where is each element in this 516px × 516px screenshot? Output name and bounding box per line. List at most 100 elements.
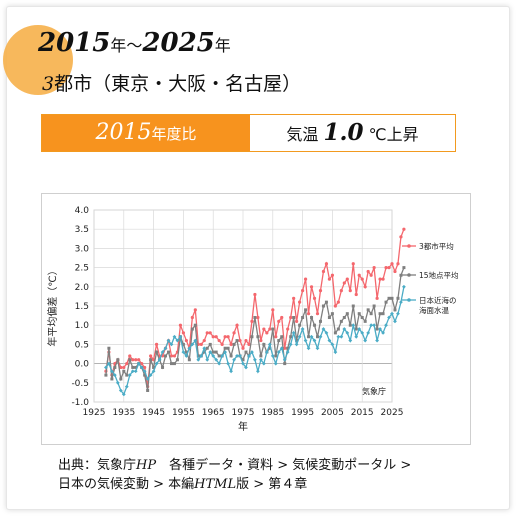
data-point: [291, 330, 296, 335]
data-point: [184, 350, 188, 354]
data-point: [235, 323, 239, 327]
data-point: [244, 338, 248, 343]
data-point: [324, 262, 329, 266]
data-point: [116, 358, 120, 362]
data-point: [143, 373, 147, 377]
data-point: [181, 331, 185, 335]
data-point: [321, 269, 326, 274]
data-point: [253, 316, 257, 320]
data-point: [292, 316, 296, 320]
y-tick-label: 3.0: [75, 244, 90, 254]
data-point: [169, 342, 174, 347]
data-point: [318, 319, 322, 323]
data-point: [253, 292, 257, 297]
data-point: [345, 277, 349, 281]
data-point: [342, 327, 347, 331]
data-point: [169, 354, 174, 358]
data-point: [372, 266, 376, 270]
data-point: [199, 342, 203, 346]
cities-count: 3: [42, 73, 55, 95]
data-point: [333, 350, 338, 354]
decorative-circle: [3, 25, 73, 95]
data-point: [363, 319, 367, 323]
data-point: [283, 362, 287, 366]
data-point: [339, 289, 343, 293]
x-tick-label: 1945: [142, 408, 165, 418]
data-point: [161, 365, 165, 369]
data-point: [363, 338, 368, 343]
chart-annotation: 気象庁: [362, 386, 386, 396]
data-point: [202, 346, 207, 351]
data-point: [136, 361, 141, 366]
data-point: [118, 388, 123, 393]
legend-label: 日本近海の: [419, 295, 457, 305]
x-tick-label: 1925: [83, 408, 106, 418]
data-point: [214, 357, 219, 362]
data-point: [309, 285, 314, 289]
data-point: [155, 350, 159, 354]
data-point: [294, 342, 299, 347]
data-point: [262, 327, 266, 331]
data-point: [253, 357, 257, 362]
data-point: [193, 323, 197, 327]
data-point: [378, 277, 382, 281]
data-point: [152, 365, 156, 369]
data-point: [327, 277, 332, 281]
data-point: [312, 296, 317, 300]
data-point: [167, 350, 170, 354]
data-point: [277, 319, 281, 323]
end-year: 2025: [142, 28, 215, 58]
data-point: [339, 319, 343, 323]
data-point: [125, 373, 129, 377]
data-point: [330, 312, 334, 316]
data-point: [184, 354, 189, 358]
data-point: [271, 308, 275, 312]
data-point: [134, 358, 138, 362]
legend-marker: [407, 273, 411, 277]
data-point: [172, 362, 176, 366]
source-line-1: 出典：気象庁HP 各種データ・資料 > 気候変動ポータル >: [58, 456, 411, 475]
year-separator: 年〜: [110, 36, 143, 55]
data-point: [366, 330, 371, 335]
legend-label: 3都市平均: [419, 241, 454, 251]
data-point: [121, 392, 126, 397]
data-point: [402, 266, 406, 270]
data-point: [205, 357, 210, 362]
data-point: [276, 350, 281, 354]
data-point: [247, 354, 251, 358]
data-point: [238, 338, 242, 343]
data-point: [393, 269, 397, 274]
data-point: [241, 346, 245, 350]
data-point: [342, 281, 346, 285]
data-point: [310, 316, 314, 320]
x-axis-label: 年: [238, 420, 248, 433]
data-point: [306, 346, 311, 351]
y-tick-label: 2.5: [75, 264, 89, 274]
data-point: [301, 289, 305, 293]
data-point: [384, 300, 388, 304]
comparison-band: 2015年度比 気温 1.0 ℃上昇: [41, 114, 456, 152]
source-path-2: 日本の気候変動 > 本編: [58, 477, 195, 492]
data-point: [193, 308, 197, 312]
data-point: [292, 296, 296, 300]
data-point: [169, 362, 173, 366]
data-point: [375, 296, 379, 300]
data-point: [280, 335, 284, 339]
data-point: [327, 338, 332, 343]
data-point: [357, 273, 361, 277]
data-point: [342, 316, 346, 320]
data-point: [268, 346, 272, 350]
data-point: [145, 377, 150, 381]
data-point: [330, 342, 335, 347]
data-point: [315, 312, 320, 316]
data-point: [109, 369, 114, 374]
data-point: [140, 362, 144, 366]
data-point: [295, 339, 299, 343]
data-point: [318, 334, 323, 339]
data-point: [264, 350, 269, 354]
data-point: [119, 365, 123, 370]
data-point: [229, 342, 233, 346]
data-point: [256, 369, 260, 374]
data-point: [268, 327, 272, 331]
